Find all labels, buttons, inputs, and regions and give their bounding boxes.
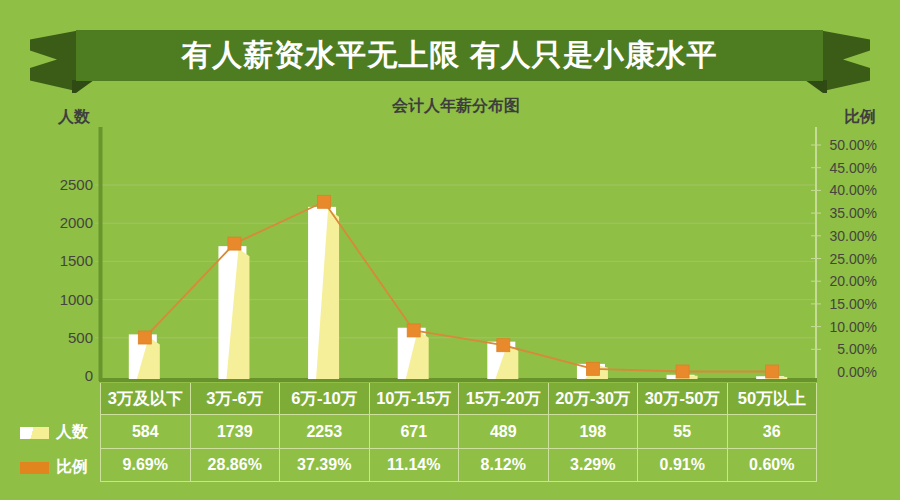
baseline (99, 378, 817, 382)
count-cell: 55 (638, 415, 728, 449)
right-axis-labels: 0.00% 5.00% 10.00% 15.00% 20.00% 25.00% 30.00%… (830, 137, 877, 380)
svg-text:1500: 1500 (60, 252, 93, 269)
svg-text:15.00%: 15.00% (830, 296, 877, 312)
svg-text:10.00%: 10.00% (830, 319, 877, 335)
ratio-cell: 9.69% (101, 449, 191, 482)
category-header-cell: 6万-10万 (280, 383, 370, 415)
svg-text:35.00%: 35.00% (830, 205, 877, 221)
legend-line-label: 比例 (56, 457, 88, 478)
marker (138, 331, 151, 344)
svg-text:500: 500 (68, 329, 93, 346)
svg-text:40.00%: 40.00% (830, 182, 877, 198)
svg-text:25.00%: 25.00% (830, 251, 877, 267)
ratio-cell: 11.14% (370, 449, 460, 482)
left-axis-labels: 0 500 1000 1500 2000 2500 (60, 176, 93, 384)
ratio-cell: 28.86% (191, 449, 281, 482)
ratio-cell: 0.91% (638, 449, 728, 482)
category-header-cell: 10万-15万 (370, 383, 460, 415)
svg-text:20.00%: 20.00% (830, 273, 877, 289)
gridlines (95, 185, 817, 338)
ratio-cell: 8.12% (459, 449, 549, 482)
marker (497, 339, 510, 352)
svg-text:2500: 2500 (60, 176, 93, 193)
svg-text:45.00%: 45.00% (830, 160, 877, 176)
count-cell: 198 (549, 415, 639, 449)
count-cell: 671 (370, 415, 460, 449)
svg-text:5.00%: 5.00% (837, 341, 877, 357)
count-cell: 489 (459, 415, 549, 449)
svg-text:0.00%: 0.00% (837, 364, 877, 380)
ratio-cell: 37.39% (280, 449, 370, 482)
page: { "banner": { "title": "有人薪资水平无上限 有人只是小康… (0, 0, 900, 500)
count-cell: 36 (728, 415, 818, 449)
marker (228, 237, 241, 250)
svg-text:30.00%: 30.00% (830, 228, 877, 244)
marker (676, 365, 689, 378)
category-header-cell: 20万-30万 (549, 383, 639, 415)
category-header-cell: 15万-20万 (459, 383, 549, 415)
category-header-cell: 50万以上 (728, 383, 818, 415)
marker (586, 362, 599, 375)
svg-text:1000: 1000 (60, 291, 93, 308)
category-header-cell: 3万-6万 (191, 383, 281, 415)
svg-text:2000: 2000 (60, 214, 93, 231)
legend-line-swatch (20, 462, 49, 474)
legend-bar-swatch (20, 427, 49, 439)
bar-series (129, 207, 787, 379)
data-table: 3万及以下3万-6万6万-10万10万-15万15万-20万20万-30万30万… (100, 383, 817, 482)
marker (407, 324, 420, 337)
count-cell: 584 (101, 415, 191, 449)
count-cell: 2253 (280, 415, 370, 449)
ratio-cell: 0.60% (728, 449, 818, 482)
svg-text:0: 0 (85, 367, 93, 384)
svg-text:50.00%: 50.00% (830, 137, 877, 153)
category-header-cell: 30万-50万 (638, 383, 728, 415)
marker (766, 365, 779, 378)
ratio-cell: 3.29% (549, 449, 639, 482)
marker (318, 195, 331, 208)
category-header-cell: 3万及以下 (101, 383, 191, 415)
legend-bar-label: 人数 (56, 422, 88, 443)
count-cell: 1739 (191, 415, 281, 449)
